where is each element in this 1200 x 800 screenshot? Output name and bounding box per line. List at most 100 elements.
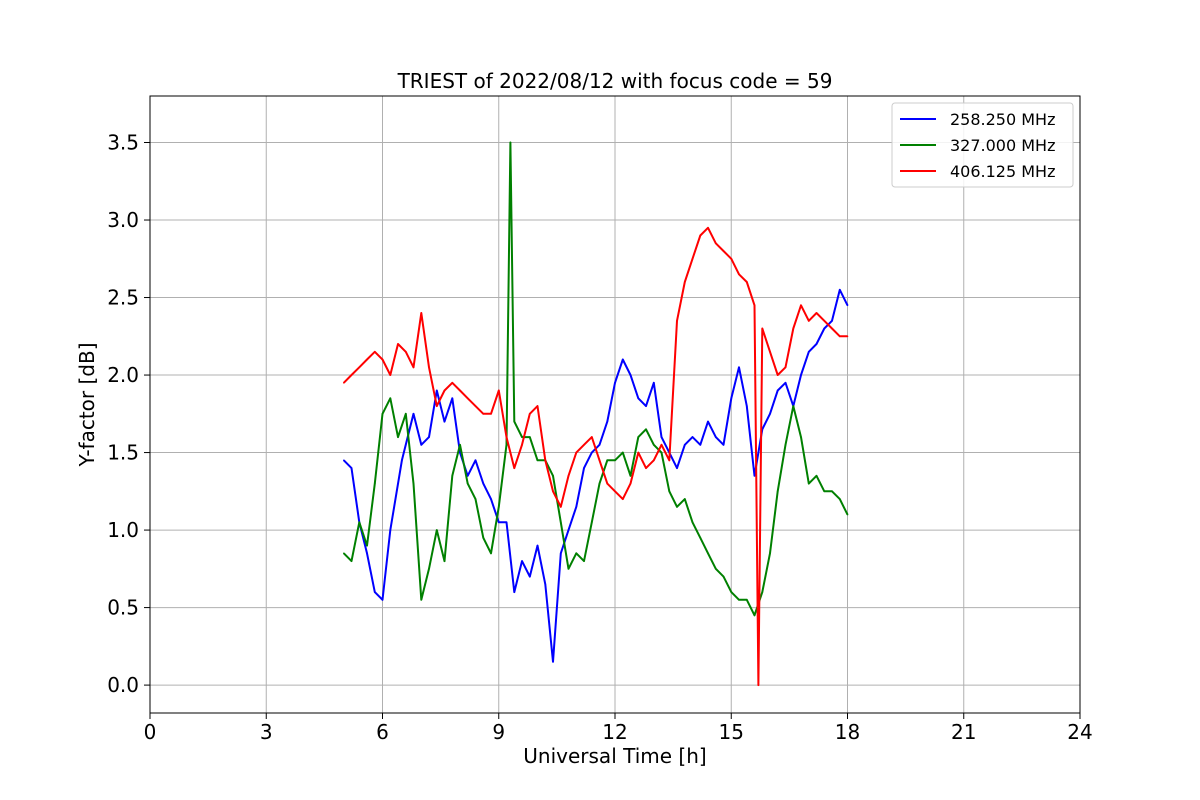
y-tick-label: 2.0 xyxy=(107,363,139,387)
series-3-point xyxy=(676,320,678,322)
series-2-point xyxy=(815,475,818,477)
y-axis-label: Y-factor [dB] xyxy=(75,342,99,467)
series-1-point xyxy=(684,444,686,446)
x-tick-label: 18 xyxy=(835,720,860,744)
series-3-point xyxy=(583,444,585,446)
x-tick-label: 24 xyxy=(1067,720,1092,744)
series-1-point xyxy=(808,351,810,353)
series-2-point xyxy=(622,451,624,454)
series-2-point xyxy=(459,444,461,446)
series-3-point xyxy=(722,250,725,252)
series-2-point xyxy=(513,420,516,423)
series-1-point xyxy=(614,382,616,384)
series-1-point xyxy=(451,397,454,400)
series-2-point xyxy=(738,599,740,601)
series-3-point xyxy=(459,389,461,392)
series-2-point xyxy=(676,506,678,508)
series-1-point xyxy=(598,444,601,446)
series-1-point xyxy=(645,405,647,407)
y-tick-label: 2.5 xyxy=(107,286,139,310)
series-3-point xyxy=(560,506,562,508)
series-2-point xyxy=(412,482,415,485)
ticks: 0 3 6 9 12 15 18 21 24 0.0 0.5 1.0 1.5 2.0 2.5 3.0 3.5 xyxy=(107,131,1093,744)
series-3-point xyxy=(815,312,818,314)
series-2-point xyxy=(420,599,423,601)
series-2-point xyxy=(730,591,733,593)
series-3-point xyxy=(606,482,609,485)
series-1-point xyxy=(738,366,740,369)
series-2-point xyxy=(637,436,640,438)
y-tick-label: 0.5 xyxy=(107,596,139,620)
series-1-point xyxy=(722,444,725,446)
series-3-point xyxy=(769,351,771,353)
chart-title: TRIEST of 2022/08/12 with focus code = 5… xyxy=(397,69,833,93)
series-1-point xyxy=(412,413,415,415)
series-2-point xyxy=(660,451,663,454)
series-3-point xyxy=(366,358,368,361)
series-3-point xyxy=(761,327,764,330)
series-1-point xyxy=(730,397,733,400)
series-2-point xyxy=(776,490,779,493)
series-1-point xyxy=(513,591,516,593)
series-3-point xyxy=(405,351,407,353)
series-2-point xyxy=(474,498,477,500)
series-2-point xyxy=(560,521,562,524)
series-1-point xyxy=(622,358,624,361)
series-2-point xyxy=(350,560,353,562)
series-3-point xyxy=(645,467,647,469)
series-2-point xyxy=(769,552,771,555)
series-1-point xyxy=(381,599,384,601)
series-3-point xyxy=(784,366,787,369)
series-2-point xyxy=(598,482,601,485)
series-2-point xyxy=(653,444,655,446)
y-tick-label: 0.0 xyxy=(107,673,139,697)
y-tick-label: 1.5 xyxy=(107,441,139,465)
series-1-point xyxy=(707,420,709,423)
series-3-point xyxy=(660,444,663,446)
legend-label-1: 258.250 MHz xyxy=(950,110,1055,129)
series-3-point xyxy=(505,436,508,438)
series-2-point xyxy=(800,436,802,438)
series-3-point xyxy=(776,374,779,376)
series-1-point xyxy=(436,389,438,392)
series-1-point xyxy=(691,436,694,438)
series-2-point xyxy=(374,482,376,485)
series-2-point xyxy=(629,475,632,477)
series-1-point xyxy=(815,343,818,345)
series-3-point xyxy=(490,413,492,415)
series-1-point xyxy=(715,436,717,438)
series-1-point xyxy=(583,467,585,469)
plot-area xyxy=(343,141,849,687)
series-2-point xyxy=(509,141,512,144)
series-2-point xyxy=(436,529,438,531)
series-1-point xyxy=(521,560,523,562)
series-3-point xyxy=(831,327,833,330)
series-3-point xyxy=(823,320,826,322)
series-1-point xyxy=(746,405,748,407)
series-3-point xyxy=(552,490,554,493)
series-1-point xyxy=(366,552,368,555)
series-3-point xyxy=(715,242,717,245)
series-3-point xyxy=(730,258,733,260)
series-1-point xyxy=(823,327,826,330)
series-3-point xyxy=(792,327,795,330)
series-2-point xyxy=(575,552,578,555)
series-1-point xyxy=(482,482,485,485)
series-3-point xyxy=(529,413,531,415)
series-3-point xyxy=(839,335,841,338)
series-2-point xyxy=(552,475,554,477)
series-3-point xyxy=(397,343,399,345)
series-1-point xyxy=(831,320,833,322)
series-1-point xyxy=(776,389,779,392)
series-2-point xyxy=(591,521,593,524)
series-3-point xyxy=(699,234,702,237)
series-3-point xyxy=(374,351,376,353)
series-2-point xyxy=(498,506,500,508)
series-1-point xyxy=(459,451,461,454)
series-3-point xyxy=(358,366,361,369)
series-3-point xyxy=(575,451,578,454)
series-1-point xyxy=(653,382,655,384)
series-3-point xyxy=(343,382,345,384)
series-1-point xyxy=(443,420,446,423)
